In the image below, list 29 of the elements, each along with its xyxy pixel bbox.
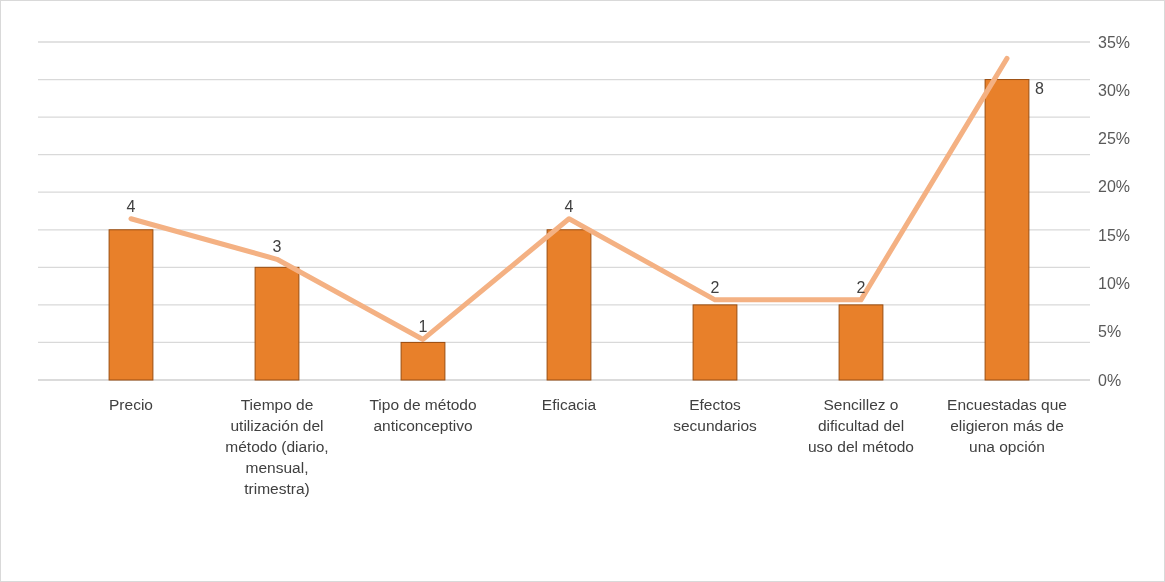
data-label: 2 <box>710 278 720 296</box>
x-tick-label: Encuestadas que eligieron más de una opción <box>947 396 1067 455</box>
y2-tick-label: 30% <box>1098 81 1131 99</box>
bar <box>838 304 884 381</box>
bar <box>984 79 1030 381</box>
x-tick-label: Efectos secundarios <box>673 396 758 434</box>
y2-tick-label: 35% <box>1098 33 1131 51</box>
x-tick-label: Tipo de método anticonceptivo <box>369 396 477 434</box>
data-label: 4 <box>126 197 136 215</box>
data-label: 1 <box>418 318 428 336</box>
x-tick-label: Precio <box>109 396 153 413</box>
bar <box>108 229 154 381</box>
x-tick-label: Sencillez o dificultad del uso del método <box>808 396 914 455</box>
y2-tick-label: 15% <box>1098 226 1131 244</box>
bar <box>692 304 738 381</box>
data-label: 8 <box>1034 79 1044 97</box>
data-label: 3 <box>272 238 282 256</box>
y2-tick-label: 10% <box>1098 275 1131 293</box>
y2-tick-label: 25% <box>1098 130 1131 148</box>
data-label: 4 <box>564 197 574 215</box>
y2-tick-label: 0% <box>1098 371 1122 389</box>
x-tick-label: Tiempo de utilización del método (diario, mensual, trimestra) <box>225 396 329 497</box>
bar <box>254 266 300 381</box>
bar <box>400 341 446 381</box>
y2-tick-label: 5% <box>1098 323 1122 341</box>
y2-tick-label: 20% <box>1098 178 1131 196</box>
x-tick-label: Eficacia <box>541 396 597 413</box>
bar <box>546 229 592 381</box>
data-label: 2 <box>856 278 866 296</box>
